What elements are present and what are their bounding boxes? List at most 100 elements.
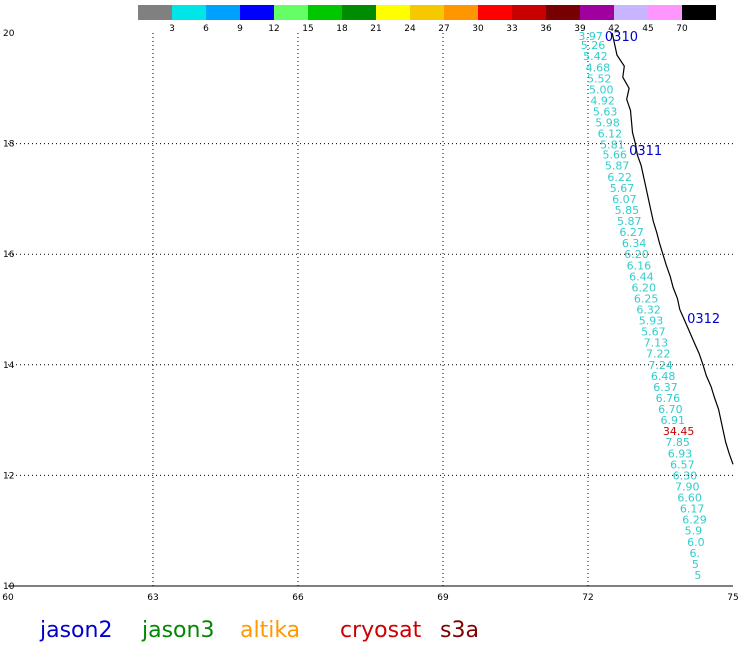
swh-value-label: 6.70	[658, 403, 683, 416]
swh-value-label: 5.67	[610, 182, 635, 195]
swh-value-label: 5.87	[605, 160, 630, 173]
swh-value-label: 5	[692, 558, 699, 571]
scale-tick-label: 15	[302, 24, 313, 34]
x-tick-label: 66	[292, 593, 304, 600]
scale-swatch	[512, 5, 546, 20]
swh-value-label: 6.32	[636, 304, 661, 317]
swh-value-label: 5.26	[581, 39, 606, 52]
swh-value-label: 6.22	[607, 171, 632, 184]
swh-value-label: 6.16	[627, 259, 652, 272]
swh-value-label: 5.42	[583, 50, 608, 63]
scale-swatch	[342, 5, 376, 20]
swh-value-label: 5.81	[600, 139, 625, 152]
swh-value-label: 6.93	[668, 447, 693, 460]
scale-tick-label: 18	[336, 24, 348, 34]
color-scale-bar: 3 6 9 12 15 18 21 24 27 30 33 36 39 42 45 70	[138, 5, 716, 34]
scale-tick-label: 3	[169, 24, 175, 34]
scale-tick-label: 21	[370, 24, 381, 34]
scale-tick-label: 45	[642, 24, 653, 34]
y-tick-label: 10	[3, 582, 15, 592]
y-tick-label: 16	[3, 250, 15, 260]
legend-cryosat: cryosat	[340, 618, 422, 643]
scale-swatch	[206, 5, 240, 20]
y-tick-label: 20	[3, 29, 15, 39]
track-number-label: 0310	[605, 30, 638, 45]
swh-value-label: 6.07	[612, 193, 637, 206]
x-tick-label: 63	[147, 593, 158, 600]
scale-swatch	[580, 5, 614, 20]
scale-tick-label: 12	[268, 24, 279, 34]
scale-tick-label: 36	[540, 24, 552, 34]
swh-value-label: 6.44	[629, 270, 654, 283]
swh-value-label: 6.60	[677, 492, 702, 505]
swh-value-label: 5.63	[593, 106, 618, 119]
swh-value-label: 6.25	[634, 292, 659, 305]
x-tick-label: 60	[2, 593, 14, 600]
swh-value-label: 5.98	[595, 117, 620, 130]
altimetry-map-plot: 60 63 66 69 72 75 10 12 14 16 18 20 3.975.265.424.68…	[2, 29, 738, 600]
swh-value-label: 5.67	[641, 326, 666, 339]
legend-s3a: s3a	[440, 618, 479, 643]
legend-jason2: jason2	[40, 618, 113, 643]
mission-legend: jason2 jason3 altika cryosat s3a	[0, 606, 740, 650]
swh-value-label: 7.13	[644, 337, 669, 350]
legend-jason3: jason3	[142, 618, 215, 643]
track-number-label: 0312	[687, 312, 720, 327]
swh-value-label: 5.9	[685, 525, 703, 538]
scale-swatch	[546, 5, 580, 20]
scale-tick-label: 27	[438, 24, 449, 34]
y-tick-label: 14	[3, 361, 15, 371]
legend-altika: altika	[240, 618, 301, 643]
swh-value-label: 5.00	[589, 83, 614, 96]
scale-swatch	[444, 5, 478, 20]
y-tick-label: 12	[3, 471, 14, 481]
x-tick-label: 69	[437, 593, 449, 600]
swh-value-label: 6.34	[622, 237, 647, 250]
scale-tick-label: 70	[676, 24, 688, 34]
swh-value-label: 5	[694, 569, 701, 582]
scale-tick-label: 42	[608, 24, 619, 34]
scale-swatch	[308, 5, 342, 20]
scale-swatch	[478, 5, 512, 20]
y-tick-label: 18	[3, 140, 15, 150]
swh-value-label: 5.66	[603, 149, 628, 162]
x-tick-label: 72	[582, 593, 593, 600]
swh-value-label: 6.17	[680, 503, 705, 516]
coastline	[611, 32, 734, 465]
swh-value-label: 6.57	[670, 458, 695, 471]
swh-value-label: 6.48	[651, 370, 676, 383]
scale-swatch	[376, 5, 410, 20]
swh-value-label: 7.90	[675, 480, 700, 493]
scale-swatch	[240, 5, 274, 20]
swh-value-label: 6.76	[656, 392, 681, 405]
swh-value-label: 5.87	[617, 215, 642, 228]
swh-value-label: 6.37	[653, 381, 678, 394]
swh-value-label: 6.	[690, 547, 701, 560]
swh-value-label: 6.27	[619, 226, 644, 239]
scale-tick-label: 30	[472, 24, 484, 34]
swh-value-label: 5.93	[639, 315, 664, 328]
swh-value-label: 7.85	[665, 436, 690, 449]
swh-value-label: 6.20	[632, 281, 657, 294]
scale-swatch	[682, 5, 716, 20]
swh-value-label: 6.29	[682, 514, 707, 527]
swh-value-label: 6.91	[661, 414, 686, 427]
swh-value-label: 6.20	[624, 248, 649, 261]
scale-swatch	[274, 5, 308, 20]
scale-tick-label: 39	[574, 24, 586, 34]
swh-value-label: 4.68	[586, 61, 611, 74]
scale-swatch	[410, 5, 444, 20]
swh-value-label: 6.12	[598, 128, 623, 141]
scale-swatch	[138, 5, 172, 20]
swh-value-label: 6.0	[687, 536, 705, 549]
scale-tick-label: 6	[203, 24, 209, 34]
swh-value-label: 5.52	[587, 72, 612, 85]
swh-value-label: 7.22	[646, 348, 671, 361]
scale-tick-label: 33	[506, 24, 517, 34]
x-tick-label: 75	[727, 593, 738, 600]
scale-swatch	[172, 5, 206, 20]
scale-swatch	[648, 5, 682, 20]
track-number-label: 0311	[629, 144, 662, 159]
swh-value-label: 4.92	[590, 94, 615, 107]
scale-tick-label: 9	[237, 24, 243, 34]
